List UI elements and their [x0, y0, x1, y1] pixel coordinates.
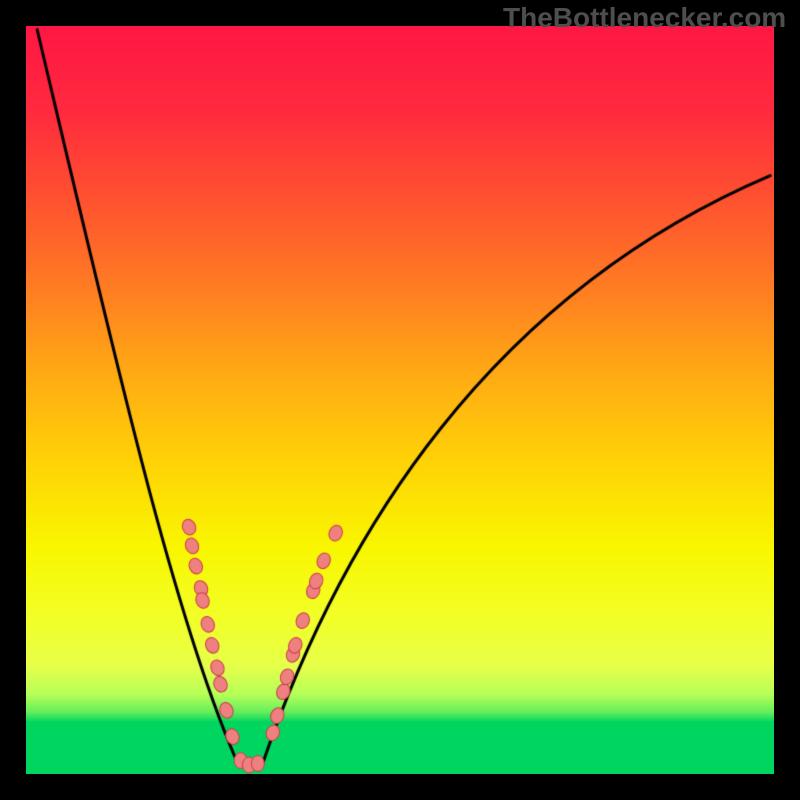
chart-canvas — [26, 26, 774, 774]
plot-area — [26, 26, 774, 774]
figure-root: TheBottlenecker.com — [0, 0, 800, 800]
watermark-text: TheBottlenecker.com — [503, 2, 786, 34]
